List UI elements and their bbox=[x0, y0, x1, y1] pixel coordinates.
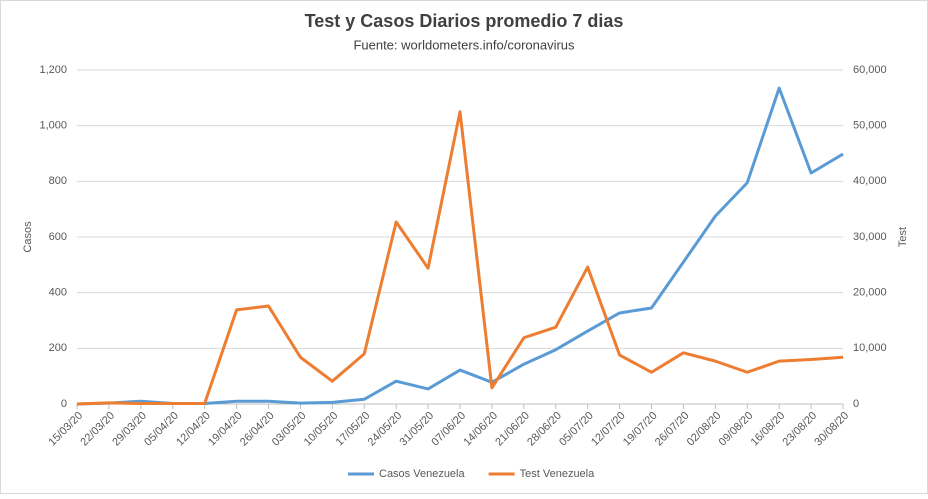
chart-subtitle: Fuente: worldometers.info/coronavirus bbox=[353, 37, 575, 52]
y-tick-label: 1,200 bbox=[39, 64, 67, 76]
legend-label: Casos Venezuela bbox=[379, 468, 465, 480]
y2-tick-label: 50,000 bbox=[853, 120, 887, 132]
y-tick-label: 600 bbox=[49, 231, 67, 243]
y2-tick-label: 10,000 bbox=[853, 342, 887, 354]
y-tick-label: 200 bbox=[49, 342, 67, 354]
y-tick-label: 400 bbox=[49, 287, 67, 299]
y2-tick-label: 30,000 bbox=[853, 231, 887, 243]
y-axis-title: Casos bbox=[22, 221, 34, 253]
y-tick-label: 1,000 bbox=[39, 120, 67, 132]
series-line bbox=[76, 110, 844, 406]
y2-tick-label: 0 bbox=[853, 398, 859, 410]
y-tick-label: 0 bbox=[61, 398, 67, 410]
y2-tick-label: 60,000 bbox=[853, 64, 887, 76]
chart-title: Test y Casos Diarios promedio 7 dias bbox=[305, 11, 624, 31]
y2-tick-label: 20,000 bbox=[853, 287, 887, 299]
y2-axis-title: Test bbox=[897, 227, 909, 247]
legend-label: Test Venezuela bbox=[520, 468, 595, 480]
y-tick-label: 800 bbox=[49, 175, 67, 187]
y2-tick-label: 40,000 bbox=[853, 175, 887, 187]
